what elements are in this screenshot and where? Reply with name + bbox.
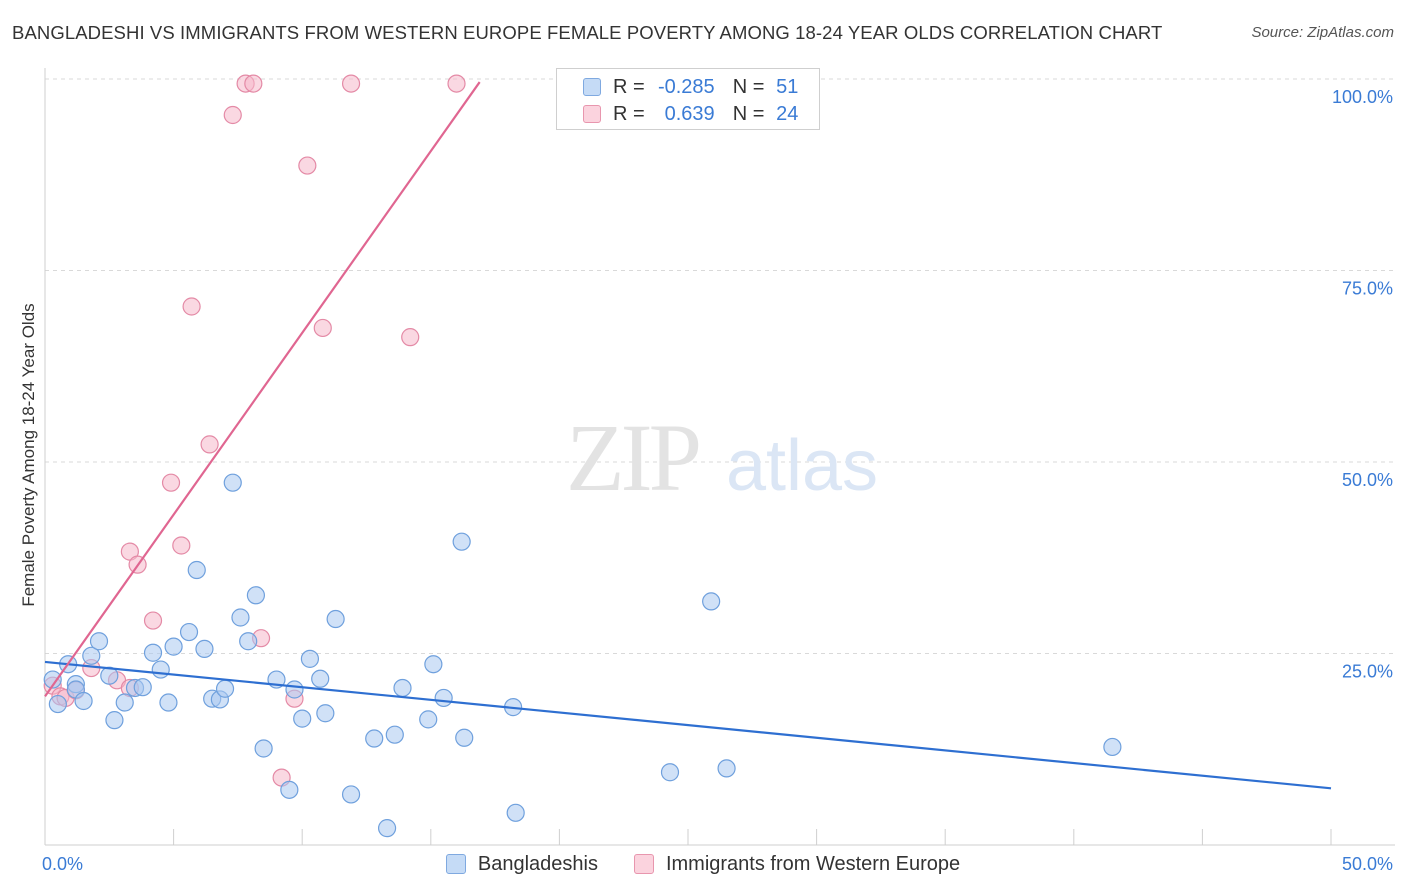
bangladeshis-point-13 — [143, 643, 163, 662]
bangladeshis-point-32 — [300, 649, 320, 668]
legend-r-label: R = — [613, 102, 645, 125]
bangladeshis-point-45 — [455, 728, 474, 747]
bangladeshis-point-37 — [365, 729, 384, 748]
bangladeshis-point-39 — [385, 725, 404, 744]
x-tick-label-1: 50.0% — [1342, 854, 1393, 874]
western-europe-point-16 — [244, 74, 263, 93]
correlation-legend: R = -0.285 N = 51 R = 0.639 N = 24 — [556, 68, 820, 130]
bangladeshis-point-47 — [506, 803, 525, 822]
series-legend: Bangladeshis Immigrants from Western Eur… — [0, 851, 1406, 877]
watermark: ZIP atlas — [566, 404, 878, 511]
bangladeshis-point-49 — [702, 592, 721, 611]
western-europe-point-9 — [143, 611, 163, 630]
axes — [44, 68, 1395, 846]
bangladeshis-point-0 — [43, 670, 62, 689]
bangladeshis-point-38 — [377, 819, 397, 838]
legend-swatch-blue — [445, 854, 466, 874]
legend-label-western-europe: Immigrants from Western Europe — [665, 852, 961, 875]
watermark-zip: ZIP — [566, 404, 699, 511]
bangladeshis-point-5 — [74, 691, 93, 711]
trend-line-western-europe — [44, 81, 481, 698]
western-europe-point-21 — [313, 318, 332, 338]
tick-labels: 25.0% 50.0% 75.0% 100.0% 0.0% 50.0% — [42, 87, 1393, 874]
chart-title: BANGLADESHI VS IMMIGRANTS FROM WESTERN E… — [12, 22, 1163, 43]
legend-n-value: 51 — [776, 75, 799, 98]
y-tick-label-2: 75.0% — [1342, 279, 1393, 299]
bangladeshis-point-9 — [105, 711, 124, 730]
legend-swatch-pink — [583, 105, 601, 123]
y-tick-label-3: 100.0% — [1332, 87, 1393, 107]
legend-n-label: N = — [732, 75, 765, 98]
bangladeshis-point-12 — [133, 678, 152, 697]
bangladeshis-point-36 — [341, 785, 361, 804]
trend-line-bangladeshis — [44, 660, 1332, 790]
bangladeshis-point-15 — [159, 693, 178, 712]
bangladeshis-point-7 — [89, 632, 109, 651]
bangladeshis-point-24 — [231, 608, 250, 627]
bangladeshis-point-51 — [1103, 737, 1122, 757]
western-europe-point-24 — [447, 74, 466, 93]
bangladeshis-point-18 — [187, 560, 206, 580]
legend-r-value: -0.285 — [657, 75, 715, 98]
bangladeshis-point-48 — [660, 763, 680, 782]
gridlines — [45, 78, 1395, 654]
bangladeshis-point-29 — [280, 780, 299, 799]
x-tick-label-0: 0.0% — [42, 854, 83, 874]
western-europe-point-20 — [298, 156, 317, 175]
western-europe-point-10 — [161, 473, 181, 492]
bangladeshis-point-26 — [246, 586, 266, 605]
bangladeshis-point-16 — [164, 637, 183, 656]
bangladeshis-point-23 — [223, 473, 242, 492]
series-bangladeshis-points — [43, 473, 1122, 838]
y-tick-label-0: 25.0% — [1342, 662, 1393, 682]
bangladeshis-point-17 — [179, 622, 199, 642]
bangladeshis-point-1 — [48, 694, 67, 714]
watermark-atlas: atlas — [726, 426, 878, 506]
bangladeshis-point-35 — [326, 609, 345, 629]
legend-item-western-europe: Immigrants from Western Europe — [633, 852, 961, 876]
bangladeshis-point-27 — [254, 739, 273, 758]
western-europe-point-12 — [182, 297, 201, 316]
bangladeshis-point-25 — [239, 632, 258, 651]
y-tick-label-1: 50.0% — [1342, 470, 1393, 490]
western-europe-point-11 — [172, 536, 191, 555]
bangladeshis-point-50 — [717, 759, 736, 778]
bangladeshis-point-19 — [195, 639, 214, 659]
bangladeshis-point-43 — [434, 688, 453, 708]
trend-lines — [44, 81, 1332, 790]
bangladeshis-point-6 — [82, 646, 101, 665]
legend-swatch-blue — [583, 78, 601, 96]
bangladeshis-point-44 — [452, 532, 471, 551]
bangladeshis-point-40 — [393, 678, 412, 698]
bangladeshis-point-41 — [419, 710, 438, 729]
y-axis-label: Female Poverty Among 18-24 Year Olds — [19, 303, 38, 607]
bangladeshis-point-34 — [316, 704, 335, 723]
legend-label-bangladeshis: Bangladeshis — [477, 852, 598, 875]
legend-item-bangladeshis: Bangladeshis — [445, 852, 598, 876]
bangladeshis-point-31 — [293, 709, 312, 728]
legend-swatch-pink — [633, 854, 654, 874]
legend-n-label: N = — [732, 102, 765, 125]
legend-r-label: R = — [613, 75, 645, 98]
western-europe-point-14 — [223, 105, 242, 125]
western-europe-point-13 — [200, 435, 219, 454]
bangladeshis-point-42 — [424, 655, 443, 674]
legend-row-western-europe: R = 0.639 N = 24 — [583, 101, 798, 127]
bangladeshis-point-33 — [311, 669, 330, 688]
western-europe-point-23 — [401, 328, 420, 347]
legend-r-value: 0.639 — [664, 102, 715, 125]
bangladeshis-point-22 — [215, 679, 235, 698]
bangladeshis-point-30 — [285, 680, 304, 699]
western-europe-point-22 — [341, 74, 361, 93]
legend-n-value: 24 — [776, 102, 799, 125]
legend-row-bangladeshis: R = -0.285 N = 51 — [583, 74, 798, 100]
bangladeshis-point-10 — [115, 693, 134, 712]
bangladeshis-point-14 — [151, 660, 170, 679]
source-label: Source: ZipAtlas.com — [1251, 24, 1394, 41]
